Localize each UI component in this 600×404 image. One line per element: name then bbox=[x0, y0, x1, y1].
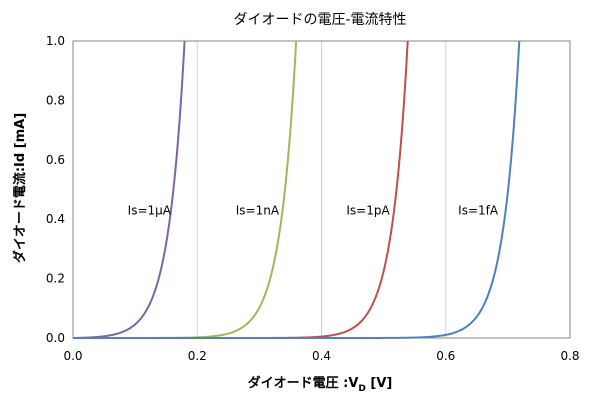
series-line bbox=[73, 40, 409, 339]
y-tick-label: 0.2 bbox=[46, 272, 65, 286]
x-tick-label: 0.4 bbox=[312, 349, 331, 363]
x-tick-label: 0.8 bbox=[560, 349, 579, 363]
series-labels: Is=1μA Is=1nA Is=1pA Is=1fA bbox=[128, 203, 499, 217]
y-axis-ticks: 0.0 0.2 0.4 0.6 0.8 1.0 bbox=[46, 34, 65, 345]
y-tick-label: 0.6 bbox=[46, 153, 65, 167]
series-layer bbox=[72, 40, 521, 339]
series-label: Is=1fA bbox=[458, 203, 499, 217]
series-label: Is=1nA bbox=[236, 203, 280, 217]
series-label: Is=1μA bbox=[128, 203, 172, 217]
chart-title: ダイオードの電圧-電流特性 bbox=[233, 12, 406, 28]
series-line bbox=[72, 40, 186, 339]
x-tick-label: 0.0 bbox=[63, 349, 82, 363]
x-axis-label-unit: [V] bbox=[366, 376, 392, 391]
series-line bbox=[73, 40, 298, 339]
grid-lines bbox=[196, 41, 447, 338]
x-axis-label: ダイオード電圧 :VD [V] bbox=[248, 375, 393, 394]
y-tick-label: 1.0 bbox=[46, 34, 65, 48]
series-label: Is=1pA bbox=[346, 203, 390, 217]
x-axis-label-main: ダイオード電圧 :V bbox=[248, 375, 359, 391]
series-line bbox=[73, 40, 521, 339]
x-tick-label: 0.6 bbox=[436, 349, 455, 363]
x-axis-label-subscript: D bbox=[358, 384, 365, 394]
y-tick-label: 0.8 bbox=[46, 93, 65, 107]
x-tick-label: 0.2 bbox=[188, 349, 207, 363]
y-tick-label: 0.0 bbox=[46, 331, 65, 345]
x-axis-ticks: 0.0 0.2 0.4 0.6 0.8 bbox=[63, 349, 579, 363]
y-tick-label: 0.4 bbox=[46, 212, 65, 226]
y-axis-label: ダイオード電流:Id [mA] bbox=[12, 113, 28, 263]
